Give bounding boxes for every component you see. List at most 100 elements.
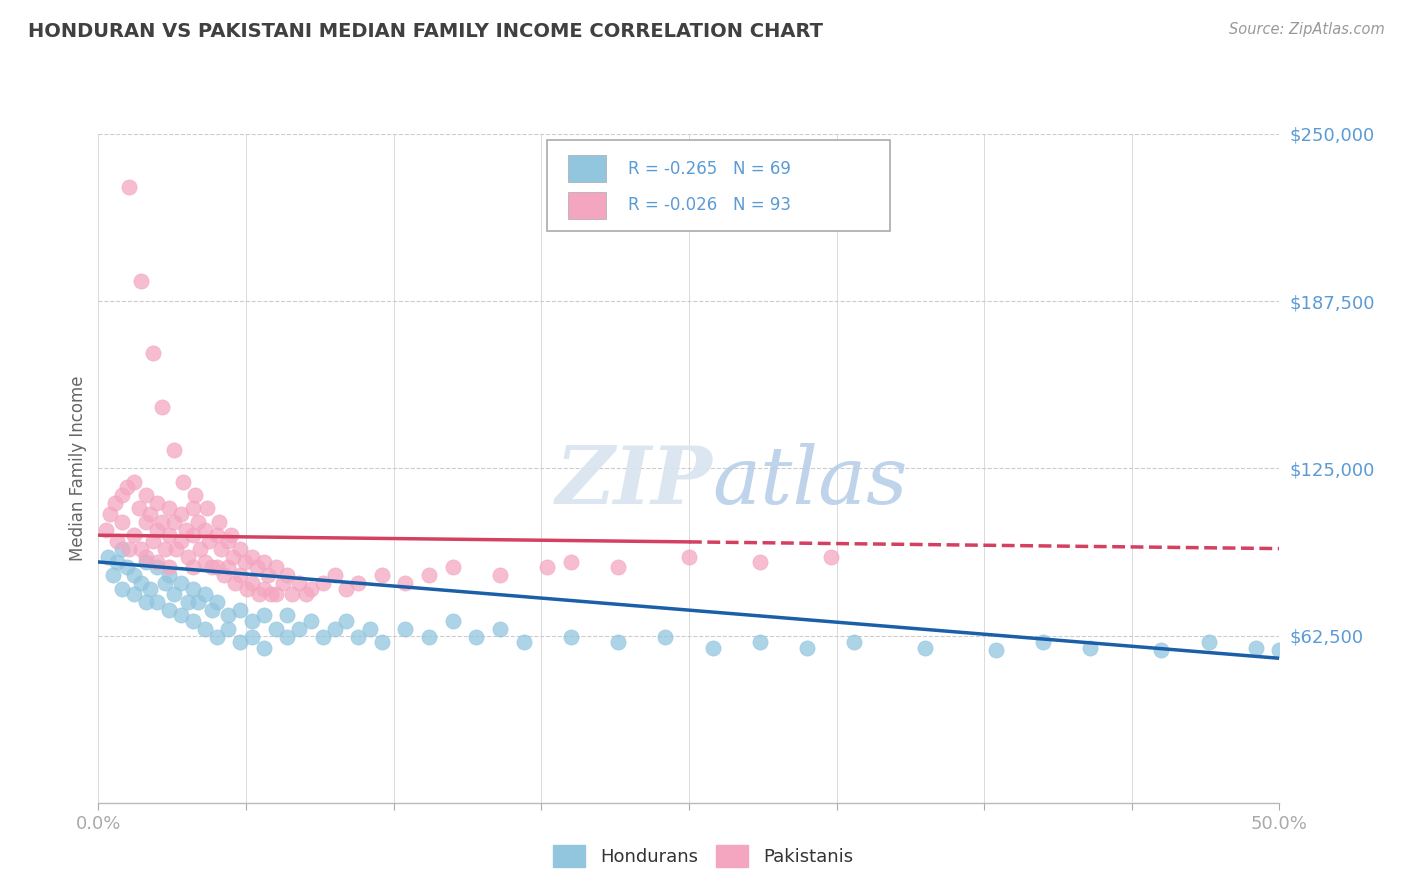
Point bbox=[371, 568, 394, 582]
Point bbox=[139, 582, 162, 596]
Point bbox=[187, 595, 209, 609]
Point bbox=[441, 614, 464, 628]
Point bbox=[288, 622, 311, 636]
Point bbox=[1032, 635, 1054, 649]
Point bbox=[157, 501, 180, 516]
Point bbox=[201, 560, 224, 574]
Point bbox=[224, 576, 246, 591]
Point bbox=[194, 523, 217, 537]
Point bbox=[418, 568, 440, 582]
Point bbox=[240, 549, 263, 564]
Point bbox=[111, 515, 134, 529]
Text: R = -0.026   N = 93: R = -0.026 N = 93 bbox=[627, 196, 790, 214]
Point bbox=[170, 533, 193, 548]
Point bbox=[335, 614, 357, 628]
Point bbox=[98, 507, 121, 521]
Point bbox=[264, 560, 287, 574]
Point bbox=[1080, 640, 1102, 655]
Point bbox=[276, 608, 298, 623]
Point bbox=[181, 501, 204, 516]
Point bbox=[181, 528, 204, 542]
Legend: Hondurans, Pakistanis: Hondurans, Pakistanis bbox=[546, 838, 860, 874]
Point bbox=[1198, 635, 1220, 649]
Point bbox=[276, 568, 298, 582]
Point bbox=[170, 507, 193, 521]
Point bbox=[465, 630, 488, 644]
Point bbox=[163, 442, 186, 457]
Point bbox=[111, 488, 134, 502]
Point bbox=[512, 635, 534, 649]
Point bbox=[347, 576, 370, 591]
Point bbox=[217, 533, 239, 548]
Point bbox=[135, 555, 157, 569]
Point bbox=[347, 630, 370, 644]
Point bbox=[205, 560, 228, 574]
Point bbox=[129, 274, 152, 288]
Point bbox=[97, 549, 120, 564]
Point bbox=[194, 587, 217, 601]
Text: Source: ZipAtlas.com: Source: ZipAtlas.com bbox=[1229, 22, 1385, 37]
Text: atlas: atlas bbox=[713, 443, 908, 520]
Point bbox=[135, 488, 157, 502]
Point bbox=[177, 595, 200, 609]
Point bbox=[187, 515, 209, 529]
Point bbox=[115, 560, 138, 574]
Point bbox=[820, 549, 842, 564]
Point bbox=[194, 555, 217, 569]
Point bbox=[312, 576, 335, 591]
FancyBboxPatch shape bbox=[547, 141, 890, 231]
Point bbox=[111, 582, 134, 596]
Point bbox=[146, 560, 169, 574]
Point bbox=[217, 560, 239, 574]
Point bbox=[984, 643, 1007, 657]
Point bbox=[253, 582, 276, 596]
Point bbox=[264, 587, 287, 601]
Point bbox=[288, 576, 311, 591]
Point bbox=[153, 541, 176, 556]
Point bbox=[418, 630, 440, 644]
Text: R = -0.265   N = 69: R = -0.265 N = 69 bbox=[627, 160, 790, 178]
Point bbox=[129, 576, 152, 591]
Point bbox=[654, 630, 676, 644]
Point bbox=[229, 603, 252, 617]
Point bbox=[394, 622, 416, 636]
Point bbox=[1244, 640, 1267, 655]
Point bbox=[607, 560, 630, 574]
Point bbox=[146, 595, 169, 609]
Point bbox=[217, 608, 239, 623]
Point bbox=[150, 400, 173, 414]
Point bbox=[163, 515, 186, 529]
FancyBboxPatch shape bbox=[568, 155, 606, 182]
Point bbox=[135, 595, 157, 609]
Point bbox=[146, 523, 169, 537]
Point bbox=[914, 640, 936, 655]
Point bbox=[1150, 643, 1173, 657]
Point bbox=[165, 541, 187, 556]
Point bbox=[359, 622, 381, 636]
Point bbox=[146, 496, 169, 510]
Point bbox=[104, 496, 127, 510]
Point bbox=[536, 560, 558, 574]
Point bbox=[139, 507, 162, 521]
Point bbox=[184, 488, 207, 502]
Point bbox=[217, 622, 239, 636]
Point bbox=[146, 555, 169, 569]
Point bbox=[229, 568, 252, 582]
Point bbox=[118, 180, 141, 194]
Point bbox=[195, 501, 218, 516]
Point bbox=[157, 568, 180, 582]
Point bbox=[844, 635, 866, 649]
Point bbox=[115, 480, 138, 494]
Point bbox=[105, 533, 128, 548]
Point bbox=[122, 475, 145, 489]
Point bbox=[157, 528, 180, 542]
Point bbox=[194, 622, 217, 636]
Point bbox=[560, 555, 582, 569]
Point bbox=[181, 614, 204, 628]
Point bbox=[748, 555, 770, 569]
Point bbox=[170, 576, 193, 591]
Point bbox=[201, 603, 224, 617]
Point bbox=[150, 515, 173, 529]
Point bbox=[560, 630, 582, 644]
Point bbox=[94, 523, 117, 537]
